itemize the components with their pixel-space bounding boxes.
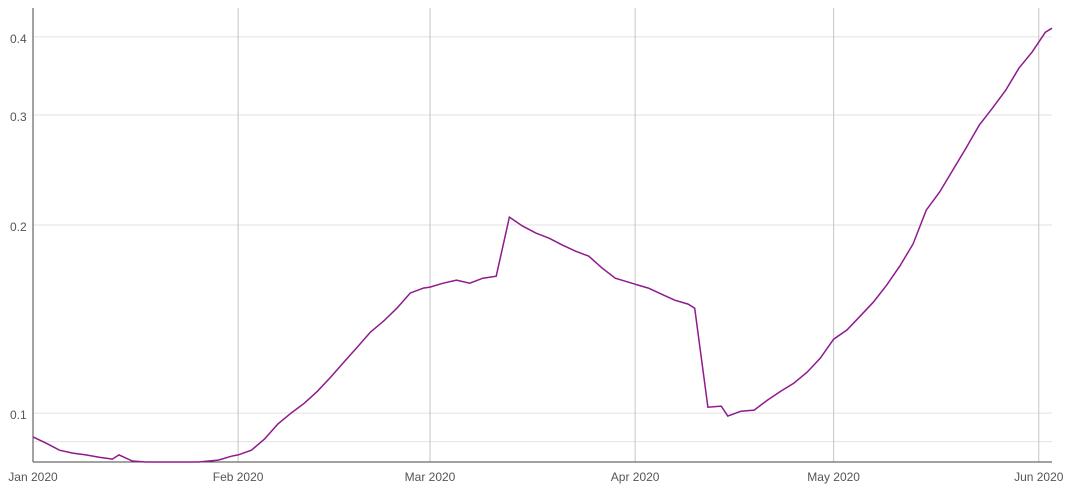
y-tick-label: 0.4 bbox=[10, 32, 27, 46]
y-tick-label: 0.3 bbox=[10, 110, 27, 124]
x-tick-label: Apr 2020 bbox=[611, 470, 660, 484]
y-tick-label: 0.1 bbox=[10, 408, 27, 422]
data-line bbox=[32, 27, 1053, 463]
x-tick-label: Jan 2020 bbox=[8, 470, 58, 484]
x-tick-label: May 2020 bbox=[807, 470, 860, 484]
y-tick-label: 0.2 bbox=[10, 220, 27, 234]
x-tick-label: Feb 2020 bbox=[213, 470, 264, 484]
x-tick-label: Jun 2020 bbox=[1014, 470, 1064, 484]
x-tick-label: Mar 2020 bbox=[405, 470, 456, 484]
